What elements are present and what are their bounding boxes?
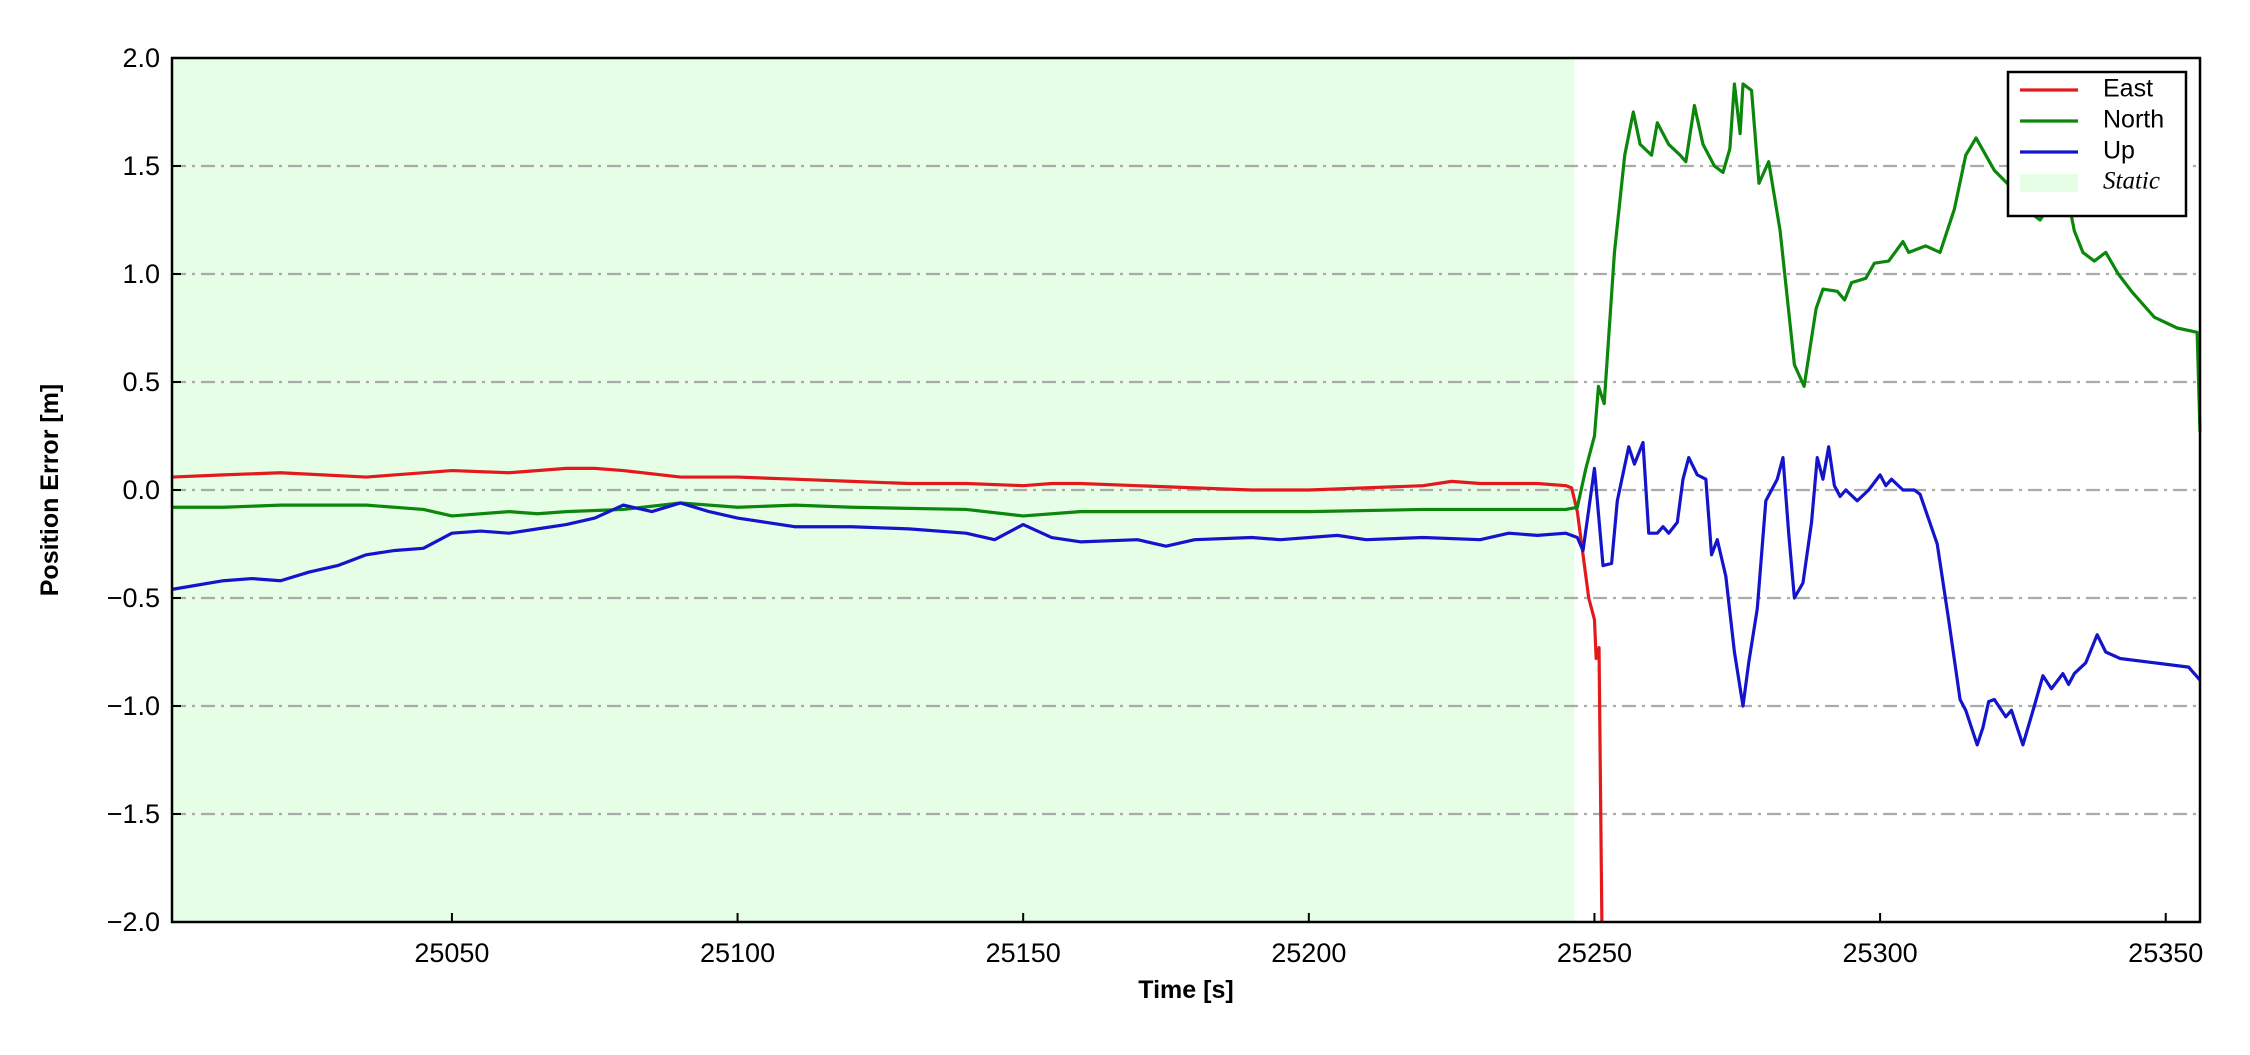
- series-line: [171, 440, 2202, 747]
- y-tick-label: −0.5: [107, 583, 160, 613]
- x-tick-label: 25050: [414, 938, 489, 968]
- series-line: [171, 466, 1604, 923]
- x-axis-label: Time [s]: [1138, 976, 1233, 1004]
- y-tick-label: 1.0: [122, 259, 160, 289]
- legend-label: Static: [2103, 168, 2160, 195]
- legend-label: North: [2103, 106, 2164, 134]
- x-tick-label: 25300: [1843, 938, 1918, 968]
- y-tick-label: −1.5: [107, 799, 160, 829]
- y-axis-label: Position Error [m]: [36, 384, 64, 597]
- y-tick-label: 0.5: [122, 367, 160, 397]
- legend: East North Up Static: [2006, 70, 2188, 218]
- legend-label: East: [2103, 75, 2153, 103]
- legend-label: Up: [2103, 137, 2135, 165]
- x-tick-label: 25350: [2128, 938, 2203, 968]
- x-tick-label: 25250: [1557, 938, 1632, 968]
- y-tick-label: −1.0: [107, 691, 160, 721]
- plot-frame: [170, 56, 2202, 924]
- x-tick-label: 25150: [986, 938, 1061, 968]
- y-tick-label: 2.0: [122, 43, 160, 73]
- y-tick-label: 1.5: [122, 151, 160, 181]
- y-tick-label: 0.0: [122, 475, 160, 505]
- x-tick-label: 25200: [1271, 938, 1346, 968]
- legend-swatch: [2020, 174, 2078, 192]
- y-tick-label: −2.0: [107, 907, 160, 937]
- x-tick-label: 25100: [700, 938, 775, 968]
